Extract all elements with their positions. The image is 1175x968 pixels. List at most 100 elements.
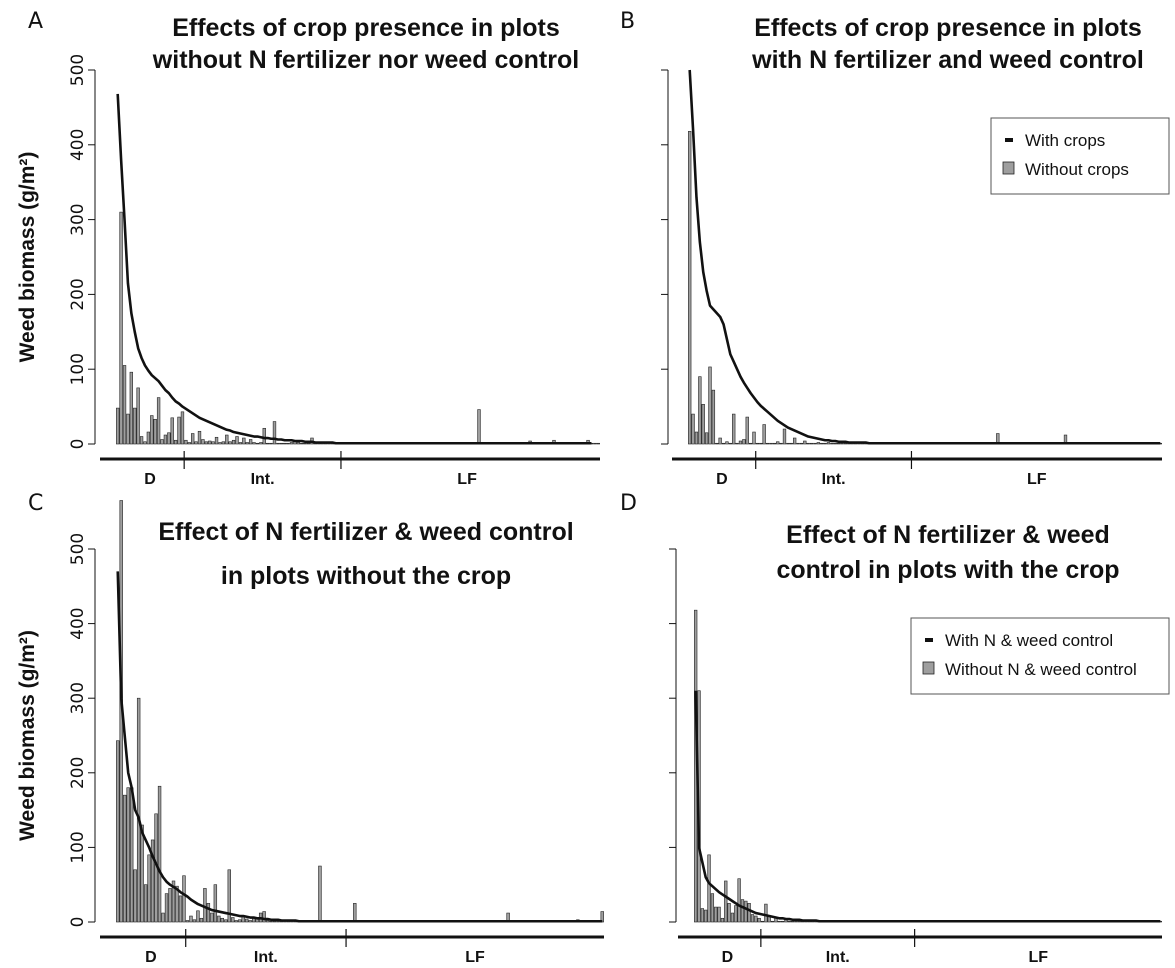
y-tick-label: 100 [68,831,88,863]
bar [213,884,218,923]
bar [217,915,221,923]
bar [737,878,741,923]
panel-letter: B [620,9,635,34]
bar [180,411,185,445]
bar [782,428,787,445]
bar [164,893,169,923]
y-tick-label: 0 [68,439,88,450]
bar [123,794,127,923]
legend: With crops Without crops [990,117,1170,195]
group-label: LF [1027,471,1047,488]
bar [296,442,301,445]
bar [146,431,151,445]
bar [727,903,731,923]
bar [248,439,253,445]
y-tick-label: 500 [68,533,88,565]
bar [161,912,165,923]
bar [283,442,287,445]
bar [303,442,307,445]
bar [262,427,266,445]
bar [259,442,263,445]
panel-title-line: Effects of crop presence in plots [172,14,560,42]
bar [194,441,198,445]
bar [220,917,225,923]
bar [272,421,277,445]
bar [140,824,144,923]
bar [745,416,749,445]
bar [789,442,793,445]
bar [754,915,758,923]
bar [150,839,155,923]
bar [279,442,283,445]
bar [171,880,176,923]
bar [225,434,229,445]
bar [136,387,140,445]
bar [787,920,791,923]
panel-a: A Effects of crop presence in plots withou… [16,9,600,488]
y-tick-label: 500 [68,54,88,86]
bar [691,413,695,445]
bar [160,439,164,445]
bar [318,865,322,923]
legend-entry: With crops [1025,131,1105,150]
bar [262,911,266,923]
bar [203,888,207,923]
bar [792,437,797,445]
bar [843,442,848,445]
series-line [116,571,603,923]
bar [119,211,123,445]
bar [796,442,800,445]
bar [129,787,134,923]
bar [210,912,214,923]
bar [770,920,775,923]
bar [126,787,130,923]
bar [116,407,120,445]
group-label: Int. [822,471,846,488]
bar [187,442,191,445]
bar [272,920,277,923]
bar [779,442,783,445]
bar [704,432,709,445]
bar [204,441,208,445]
bar [175,885,179,923]
bar [156,397,161,445]
bar [177,416,181,445]
bar [803,440,807,445]
bar [289,442,294,445]
bar [231,917,235,923]
bar [129,371,134,445]
bar [477,409,481,445]
bar [235,436,239,445]
bar [116,740,120,923]
panel-d: D Effect of N fertilizer & weed control in… [620,491,1170,966]
bar [717,906,721,923]
bar [794,920,798,923]
bar [755,442,760,445]
bar [139,436,144,445]
bar [711,389,716,445]
bar [728,442,732,445]
bar [806,442,810,445]
panel-c: C Effect of N fertilizer & weed control in… [16,491,604,966]
y-tick-label: 0 [68,917,88,928]
y-axis-label: Weed biomass (g/m²) [16,630,39,841]
legend-entry: Without crops [1025,160,1129,179]
group-label: Int. [251,471,275,488]
y-tick-label: 400 [68,607,88,639]
y-tick-label: 100 [68,353,88,385]
bar [707,854,711,923]
bar [122,365,127,445]
bar [776,441,780,445]
bar [265,920,270,923]
bar [777,920,781,923]
bar [694,431,699,445]
bar [704,909,708,923]
bar [735,442,739,445]
bar [218,442,222,445]
bar [724,880,728,923]
panel-letter: D [620,491,637,516]
bar [710,893,715,923]
bar [765,442,770,445]
series-line [116,93,592,445]
bar [718,437,722,445]
